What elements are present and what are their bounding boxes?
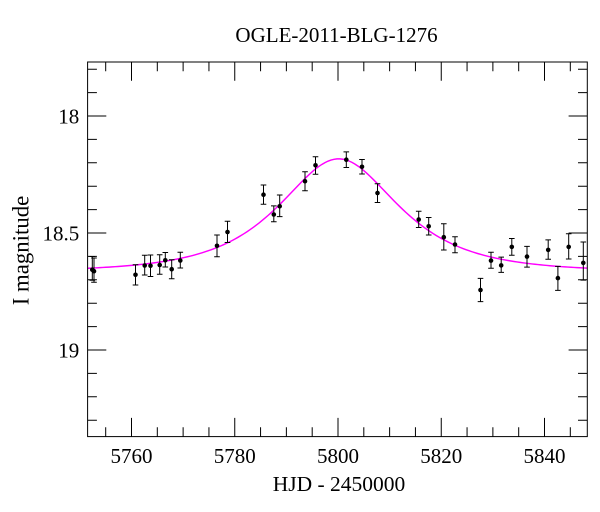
svg-text:I magnitude: I magnitude: [8, 196, 33, 306]
svg-text:5840: 5840: [524, 444, 566, 468]
svg-text:5820: 5820: [420, 444, 462, 468]
svg-text:5760: 5760: [111, 444, 153, 468]
svg-text:19: 19: [58, 339, 79, 363]
svg-text:5780: 5780: [214, 444, 256, 468]
svg-text:5800: 5800: [317, 444, 359, 468]
svg-text:18: 18: [58, 105, 79, 129]
svg-text:HJD - 2450000: HJD - 2450000: [273, 472, 406, 496]
svg-text:18.5: 18.5: [43, 222, 80, 246]
svg-text:OGLE-2011-BLG-1276: OGLE-2011-BLG-1276: [235, 23, 437, 47]
